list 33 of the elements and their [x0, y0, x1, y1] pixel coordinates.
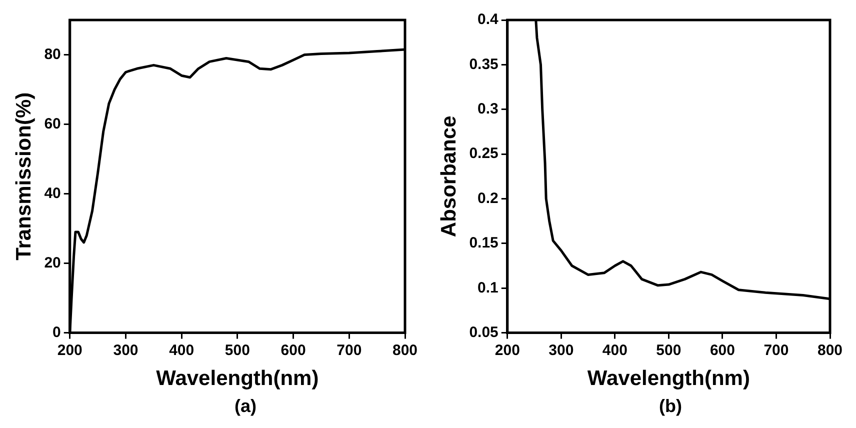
- x-axis-title: Wavelength(nm): [587, 367, 750, 390]
- y-tick-label: 0.15: [469, 234, 498, 252]
- x-tick-label: 300: [548, 342, 574, 359]
- x-axis-title: Wavelength(nm): [156, 367, 319, 390]
- x-tick-label: 400: [169, 342, 194, 359]
- y-tick-label: 0.35: [469, 56, 498, 73]
- x-tick-label: 800: [392, 342, 418, 359]
- y-tick-label: 20: [44, 254, 61, 272]
- x-tick-label: 500: [656, 342, 682, 359]
- x-tick-label: 700: [764, 342, 789, 359]
- x-tick-label: 800: [817, 342, 843, 359]
- y-tick-label: 0.05: [469, 324, 498, 341]
- x-tick-label: 200: [494, 342, 520, 359]
- y-tick-label: 0.2: [478, 190, 498, 207]
- x-tick-label: 200: [57, 342, 82, 359]
- y-tick-label: 0: [52, 324, 61, 341]
- y-tick-label: 40: [44, 184, 61, 202]
- y-tick-label: 0.4: [478, 11, 500, 28]
- y-tick-label: 0.1: [478, 279, 498, 296]
- y-tick-label: 0.25: [469, 145, 498, 162]
- text: (a): [234, 396, 258, 417]
- x-tick-label: 400: [602, 342, 628, 359]
- y-tick-label: 80: [44, 46, 61, 63]
- y-tick-label: 0.3: [478, 100, 498, 118]
- x-tick-label: 600: [280, 342, 306, 359]
- x-tick-label: 500: [224, 342, 250, 359]
- text: (b): [658, 396, 683, 417]
- x-tick-label: 300: [113, 342, 138, 359]
- x-tick-label: 600: [710, 342, 735, 359]
- y-axis-title: Absorbance: [437, 116, 460, 238]
- x-tick-label: 700: [336, 342, 362, 359]
- y-tick-label: 60: [44, 115, 61, 132]
- y-axis-title: Transmission(%): [12, 92, 36, 260]
